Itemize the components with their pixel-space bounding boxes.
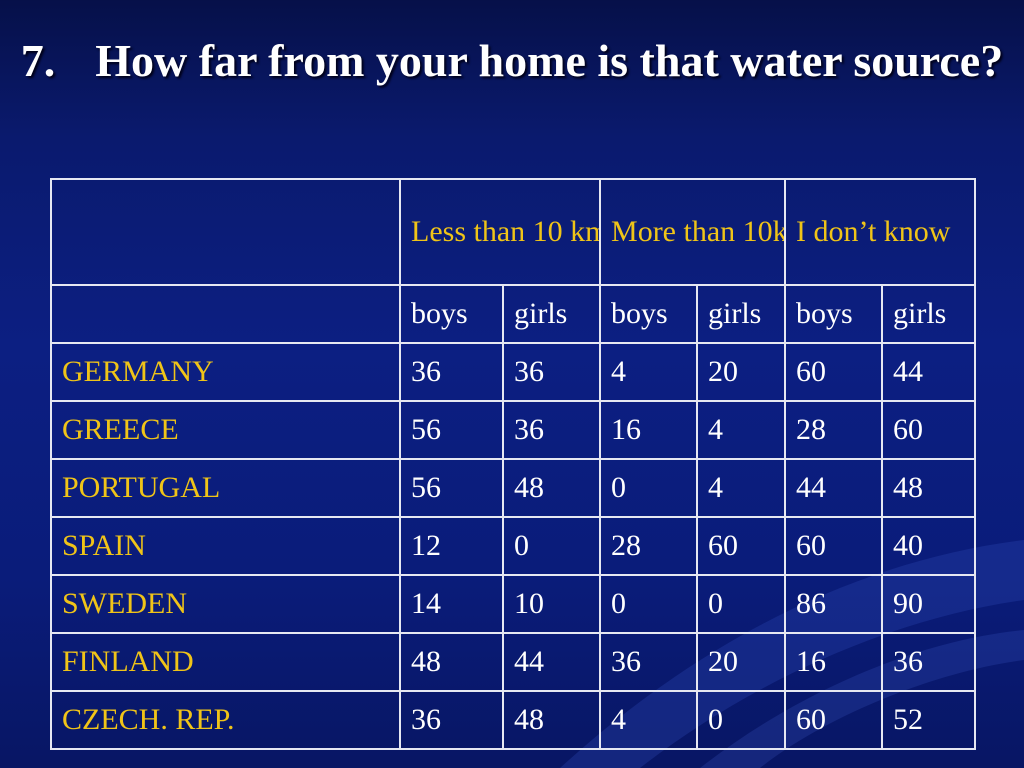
- value-cell: 44: [784, 458, 884, 518]
- table-row: SWEDEN 14 10 0 0 86 90: [50, 574, 977, 634]
- title-text: How far from your home is that water sou…: [95, 35, 1004, 86]
- subheader-row: boys girls boys girls boys girls: [50, 284, 977, 344]
- value-cell: 56: [399, 458, 504, 518]
- value-cell: 86: [784, 574, 884, 634]
- value-cell: 0: [696, 690, 787, 750]
- value-cell: 36: [599, 632, 699, 692]
- table-row: FINLAND 48 44 36 20 16 36: [50, 632, 977, 692]
- table-row: CZECH. REP. 36 48 4 0 60 52: [50, 690, 977, 750]
- value-cell: 60: [696, 516, 787, 576]
- value-cell: 60: [784, 690, 884, 750]
- table-row: PORTUGAL 56 48 0 4 44 48: [50, 458, 977, 518]
- value-cell: 20: [696, 632, 787, 692]
- value-cell: 60: [784, 516, 884, 576]
- value-cell: 56: [399, 400, 504, 460]
- subheader-girls: girls: [696, 284, 787, 344]
- value-cell: 40: [881, 516, 977, 576]
- value-cell: 28: [784, 400, 884, 460]
- subheader-boys: boys: [784, 284, 884, 344]
- value-cell: 10: [501, 574, 602, 634]
- group-header-less-than-10km: Less than 10 km: [398, 178, 602, 286]
- value-cell: 4: [696, 458, 787, 518]
- value-cell: 20: [696, 342, 787, 402]
- table-row: SPAIN 12 0 28 60 60 40: [50, 516, 977, 576]
- value-cell: 0: [696, 574, 787, 634]
- subheader-boys: boys: [599, 284, 699, 344]
- value-cell: 12: [399, 516, 504, 576]
- value-cell: 44: [501, 632, 602, 692]
- subheader-girls: girls: [501, 284, 602, 344]
- value-cell: 36: [501, 342, 602, 402]
- subheader-girls: girls: [881, 284, 977, 344]
- country-name: SPAIN: [50, 516, 401, 576]
- value-cell: 16: [599, 400, 699, 460]
- country-name: CZECH. REP.: [50, 690, 401, 750]
- table-row: GERMANY 36 36 4 20 60 44: [50, 342, 977, 402]
- value-cell: 4: [696, 400, 787, 460]
- value-cell: 48: [501, 458, 602, 518]
- slide-title: 7. How far from your home is that water s…: [0, 30, 1024, 92]
- value-cell: 48: [881, 458, 977, 518]
- value-cell: 28: [599, 516, 699, 576]
- value-cell: 16: [784, 632, 884, 692]
- value-cell: 0: [501, 516, 602, 576]
- country-name: GERMANY: [50, 342, 401, 402]
- value-cell: 36: [399, 690, 504, 750]
- table-row: GREECE 56 36 16 4 28 60: [50, 400, 977, 460]
- country-name: SWEDEN: [50, 574, 401, 634]
- value-cell: 36: [501, 400, 602, 460]
- group-header-dont-know: I don’t know: [784, 178, 977, 286]
- value-cell: 0: [599, 458, 699, 518]
- value-cell: 4: [599, 690, 699, 750]
- value-cell: 0: [599, 574, 699, 634]
- country-name: PORTUGAL: [50, 458, 401, 518]
- value-cell: 52: [881, 690, 977, 750]
- country-name: FINLAND: [50, 632, 401, 692]
- value-cell: 4: [599, 342, 699, 402]
- value-cell: 44: [881, 342, 977, 402]
- value-cell: 48: [399, 632, 504, 692]
- subheader-boys: boys: [399, 284, 504, 344]
- value-cell: 36: [881, 632, 977, 692]
- value-cell: 14: [399, 574, 504, 634]
- corner-cell: [50, 284, 401, 344]
- value-cell: 60: [881, 400, 977, 460]
- title-number: 7.: [20, 35, 56, 86]
- country-name: GREECE: [50, 400, 401, 460]
- value-cell: 90: [881, 574, 977, 634]
- corner-cell: [50, 178, 401, 286]
- value-cell: 48: [501, 690, 602, 750]
- value-cell: 36: [399, 342, 504, 402]
- value-cell: 60: [784, 342, 884, 402]
